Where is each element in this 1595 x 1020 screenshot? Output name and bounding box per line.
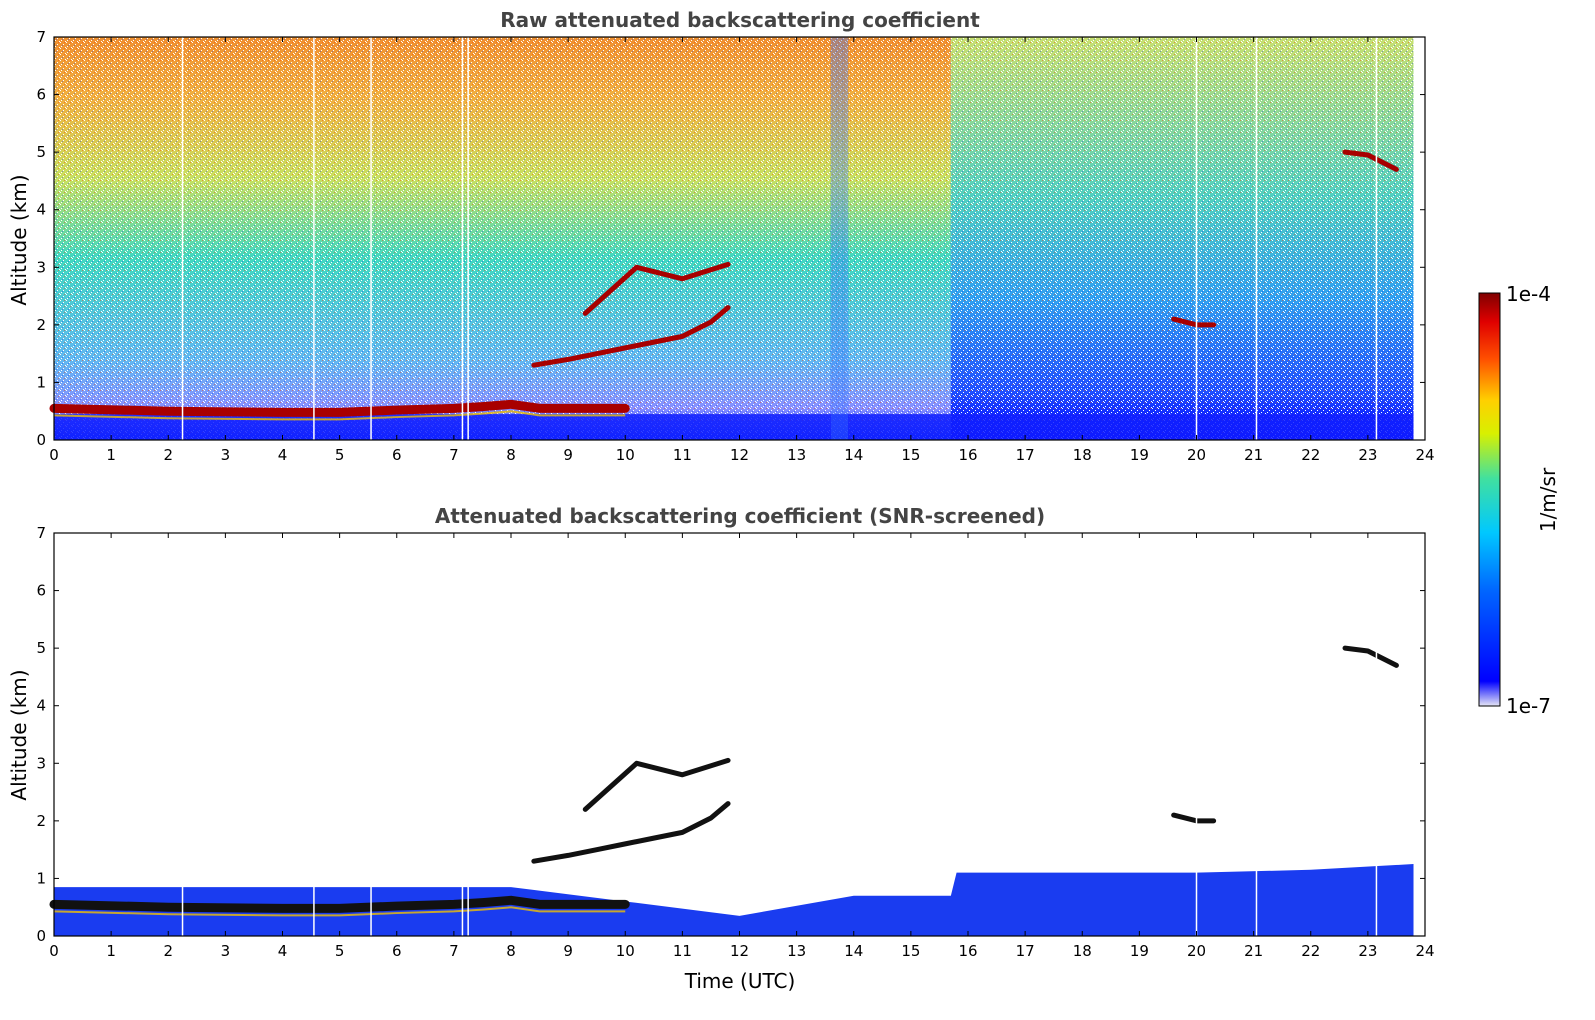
screened-y-axis-label: Altitude (km) — [7, 669, 31, 800]
x-tick-label: 21 — [1244, 942, 1263, 960]
x-tick-label: 11 — [673, 446, 692, 464]
x-tick-label: 6 — [392, 942, 402, 960]
y-tick-label: 5 — [36, 143, 46, 161]
x-tick-label: 1 — [106, 942, 116, 960]
x-tick-label: 20 — [1187, 446, 1206, 464]
y-tick-label: 3 — [36, 258, 46, 276]
x-tick-label: 24 — [1415, 942, 1434, 960]
x-tick-label: 21 — [1244, 446, 1263, 464]
raw-y-axis: 0 1 2 3 4 5 6 7 — [36, 28, 1425, 449]
x-tick-label: 4 — [278, 446, 288, 464]
layer-cloud-lower — [531, 801, 731, 864]
x-tick-label: 23 — [1358, 446, 1377, 464]
x-tick-label: 18 — [1073, 942, 1092, 960]
x-tick-label: 17 — [1016, 942, 1035, 960]
x-tick-label: 14 — [844, 446, 863, 464]
y-tick-label: 3 — [36, 754, 46, 772]
x-tick-label: 24 — [1415, 446, 1434, 464]
raw-column-streak — [830, 37, 849, 440]
x-tick-label: 5 — [335, 942, 345, 960]
x-tick-label: 16 — [958, 942, 977, 960]
x-tick-label: 6 — [392, 446, 402, 464]
x-tick-label: 9 — [563, 942, 573, 960]
layer-cloud-upper — [582, 261, 731, 316]
layer-cloud-lower — [531, 305, 731, 368]
x-tick-label: 0 — [49, 942, 59, 960]
x-tick-label: 15 — [901, 942, 920, 960]
no-data-tail — [1413, 533, 1425, 936]
y-tick-label: 6 — [36, 86, 46, 104]
x-tick-label: 19 — [1130, 446, 1149, 464]
y-tick-label: 7 — [36, 524, 46, 542]
x-tick-label: 13 — [787, 446, 806, 464]
y-tick-label: 0 — [36, 927, 46, 945]
raw-backscatter-heatmap — [49, 37, 1425, 440]
x-tick-label: 18 — [1073, 446, 1092, 464]
x-tick-label: 8 — [506, 942, 516, 960]
colorbar-min-label: 1e-7 — [1506, 694, 1551, 718]
x-tick-label: 16 — [958, 446, 977, 464]
colorbar: 1e-4 1e-7 1/m/sr — [1478, 282, 1560, 718]
layer-cloud-high — [1342, 645, 1399, 668]
raw-noise — [54, 37, 1414, 440]
raw-y-axis-label: Altitude (km) — [7, 174, 31, 305]
raw-x-axis: 0 1 2 3 4 5 6 7 8 9 10 11 12 13 14 15 16 17 18 19 20 21 22 23 24 — [49, 37, 1435, 464]
x-tick-label: 3 — [221, 942, 231, 960]
x-tick-label: 1 — [106, 446, 116, 464]
y-tick-label: 7 — [36, 28, 46, 46]
x-tick-label: 4 — [278, 942, 288, 960]
x-tick-label: 13 — [787, 942, 806, 960]
raw-near-surface — [54, 414, 1414, 440]
y-tick-label: 4 — [36, 201, 46, 219]
x-tick-label: 10 — [616, 446, 635, 464]
layer-cloud-mid — [1171, 812, 1217, 824]
y-tick-label: 1 — [36, 373, 46, 391]
y-tick-label: 2 — [36, 316, 46, 334]
screened-valid-signal — [54, 864, 1414, 936]
x-tick-label: 2 — [163, 446, 173, 464]
raw-panel-title: Raw attenuated backscattering coefficien… — [500, 8, 980, 32]
screened-backscatter-heatmap — [49, 533, 1425, 936]
x-tick-label: 23 — [1358, 942, 1377, 960]
y-tick-label: 0 — [36, 431, 46, 449]
y-tick-label: 4 — [36, 697, 46, 715]
x-tick-label: 22 — [1301, 446, 1320, 464]
colorbar-unit-label: 1/m/sr — [1536, 467, 1560, 532]
x-tick-label: 7 — [449, 942, 459, 960]
x-tick-label: 22 — [1301, 942, 1320, 960]
x-tick-label: 12 — [730, 446, 749, 464]
no-data-tail — [1413, 37, 1425, 440]
x-tick-label: 17 — [1016, 446, 1035, 464]
x-tick-label: 19 — [1130, 942, 1149, 960]
x-tick-label: 15 — [901, 446, 920, 464]
screened-x-axis: 0 1 2 3 4 5 6 7 8 9 10 11 12 13 14 15 16 17 18 19 20 21 22 23 24 — [49, 533, 1435, 960]
x-tick-label: 0 — [49, 446, 59, 464]
screened-y-axis: 0 1 2 3 4 5 6 7 — [36, 524, 1425, 945]
x-tick-label: 11 — [673, 942, 692, 960]
x-axis-label: Time (UTC) — [684, 969, 796, 993]
y-tick-label: 5 — [36, 639, 46, 657]
x-tick-label: 10 — [616, 942, 635, 960]
screened-backscatter-panel: Attenuated backscattering coefficient (S… — [7, 504, 1435, 993]
colorbar-max-label: 1e-4 — [1506, 282, 1551, 306]
x-tick-label: 12 — [730, 942, 749, 960]
x-tick-label: 20 — [1187, 942, 1206, 960]
y-tick-label: 1 — [36, 869, 46, 887]
colorbar-scale — [1478, 292, 1501, 707]
x-tick-label: 3 — [221, 446, 231, 464]
layer-cloud-upper — [582, 757, 731, 812]
x-tick-label: 2 — [163, 942, 173, 960]
raw-backscatter-panel: Raw attenuated backscattering coefficien… — [7, 8, 1435, 464]
y-tick-label: 2 — [36, 812, 46, 830]
x-tick-label: 9 — [563, 446, 573, 464]
x-tick-label: 7 — [449, 446, 459, 464]
y-tick-label: 6 — [36, 582, 46, 600]
screened-panel-title: Attenuated backscattering coefficient (S… — [435, 504, 1045, 528]
x-tick-label: 8 — [506, 446, 516, 464]
layer-cloud-high — [1342, 149, 1399, 172]
x-tick-label: 14 — [844, 942, 863, 960]
x-tick-label: 5 — [335, 446, 345, 464]
